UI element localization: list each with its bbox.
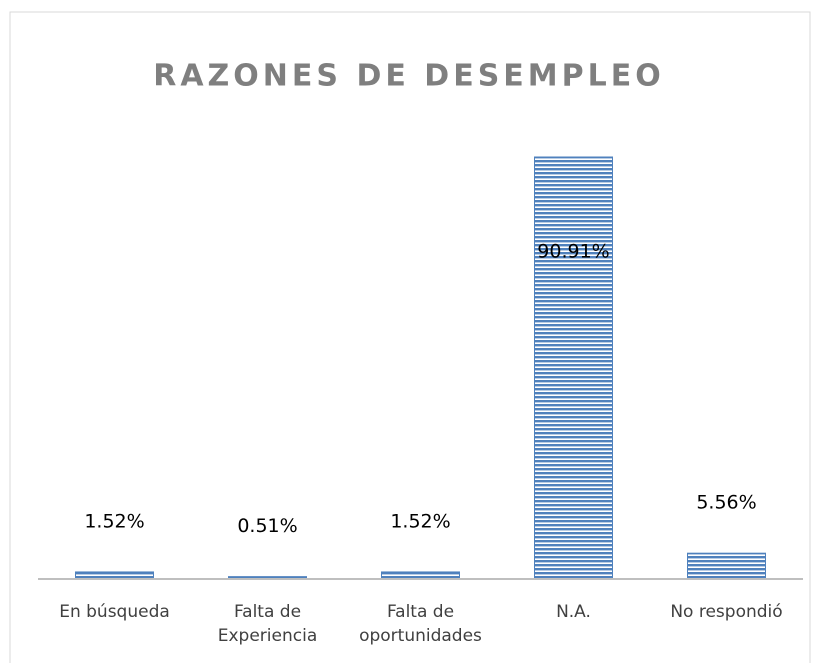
x-tick-label: No respondió bbox=[670, 602, 783, 622]
value-label: 0.51% bbox=[237, 515, 297, 537]
x-tick-label: Falta de oportunidades bbox=[359, 602, 482, 646]
chart-title: RAZONES DE DESEMPLEO bbox=[153, 59, 665, 94]
value-label: 5.56% bbox=[696, 492, 756, 514]
chart-border bbox=[9, 11, 811, 663]
bar bbox=[687, 552, 766, 580]
x-tick-label: N.A. bbox=[556, 602, 591, 622]
x-tick-label: En búsqueda bbox=[59, 602, 170, 622]
bar bbox=[381, 571, 460, 580]
value-label: 1.52% bbox=[84, 510, 144, 532]
bar bbox=[75, 571, 154, 580]
value-label: 90.91% bbox=[537, 241, 609, 263]
x-tick-label: Falta de Experiencia bbox=[217, 602, 318, 646]
value-label: 1.52% bbox=[390, 510, 450, 532]
bar bbox=[534, 156, 613, 580]
